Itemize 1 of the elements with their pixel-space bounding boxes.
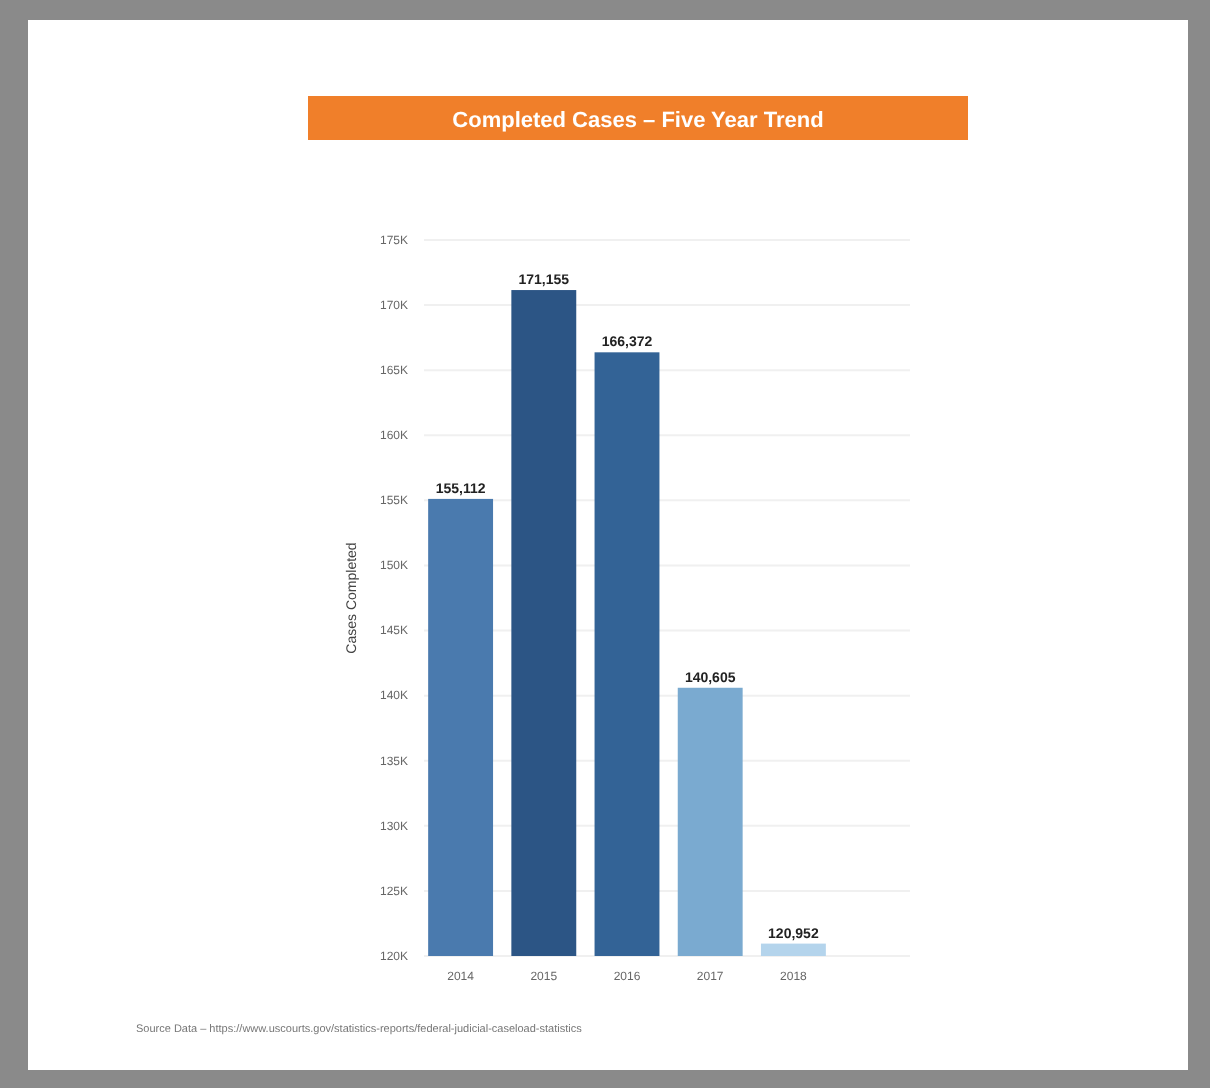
chart-title: Completed Cases – Five Year Trend [452, 109, 824, 133]
